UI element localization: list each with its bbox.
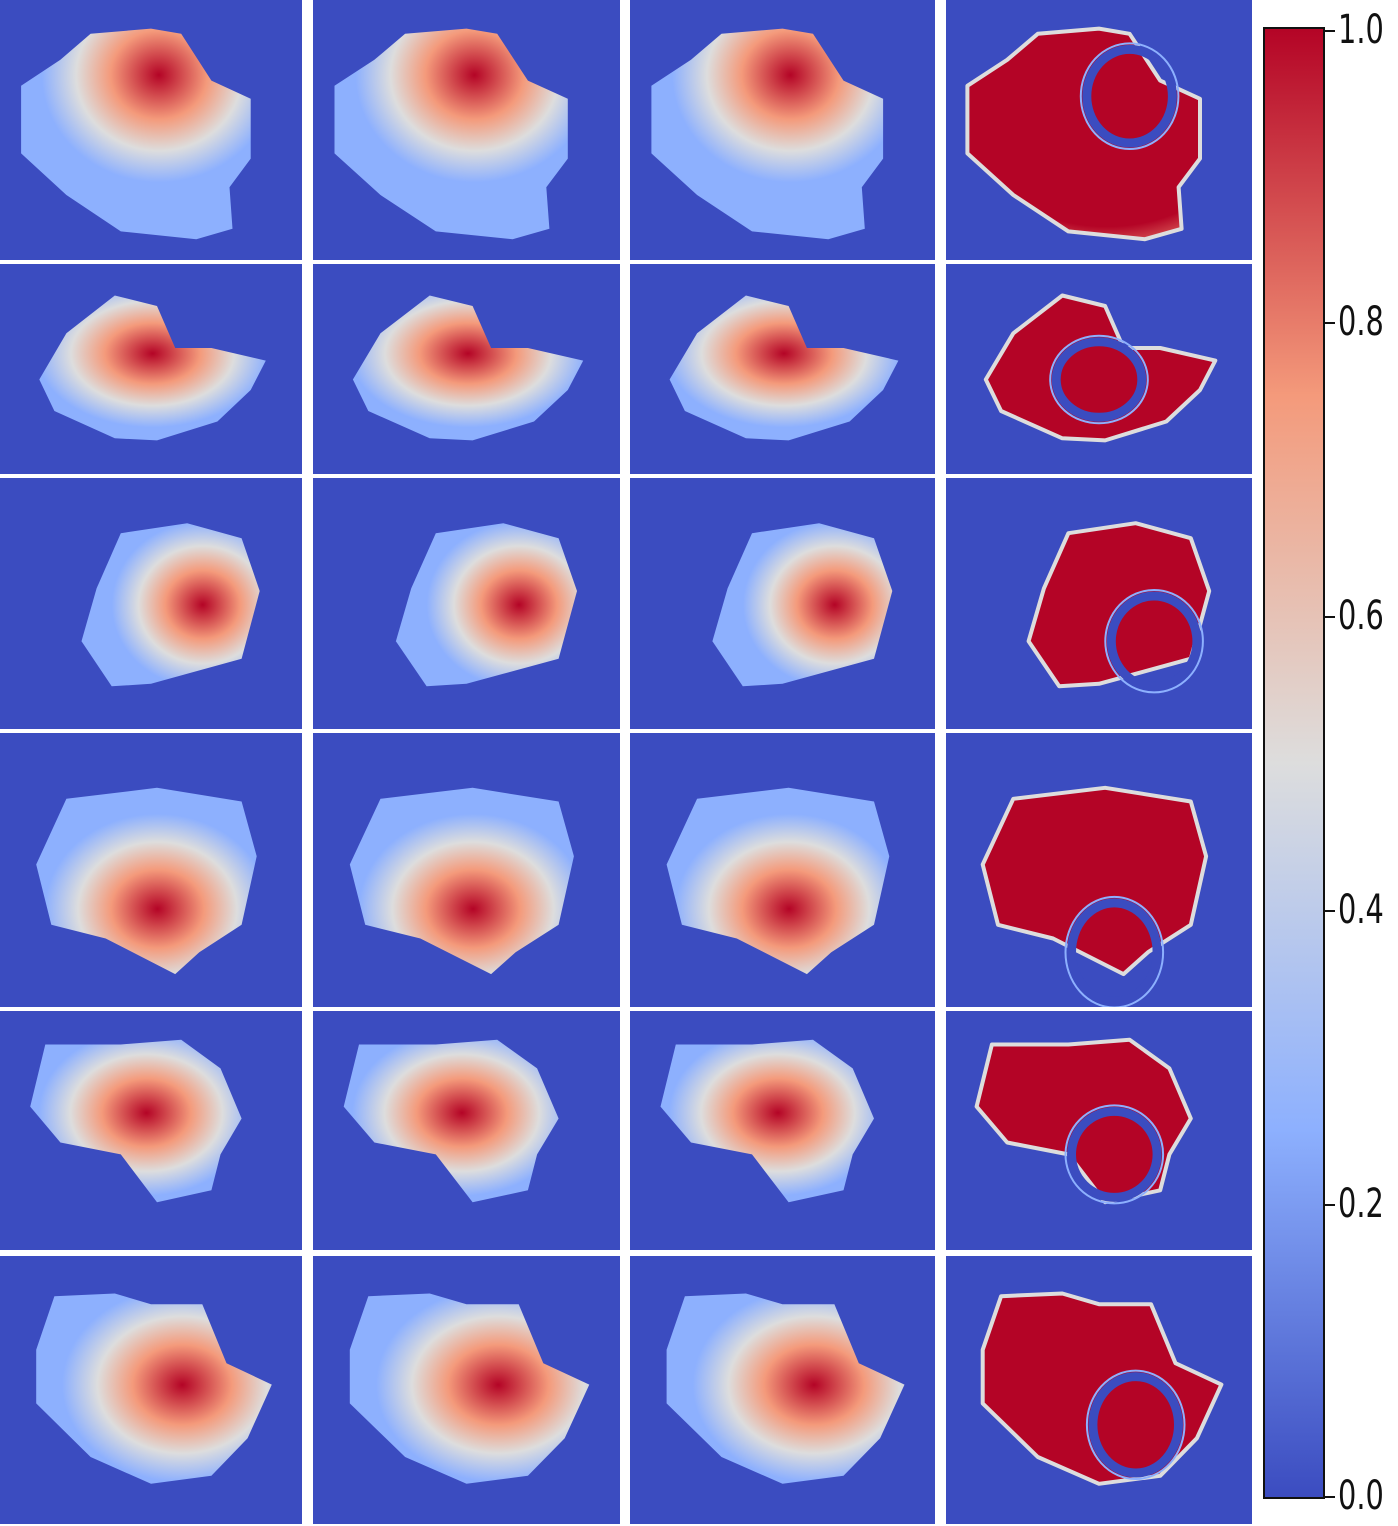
- heatmap-panel-r4-c3: [630, 733, 935, 1007]
- colorbar-tick-0.4: [1325, 910, 1335, 912]
- heatmap-panel-r3-c1: [0, 478, 302, 729]
- heatmap-panel-r4-c4: [946, 733, 1252, 1007]
- heatmap-panel-r6-c3: [630, 1256, 935, 1524]
- heatmap-panel-r2-c1: [0, 264, 302, 474]
- heatmap-panel-r1-c3: [630, 0, 935, 260]
- heatmap-panel-r5-c4: [946, 1011, 1252, 1250]
- colorbar-label-0.8: 0.8: [1338, 299, 1384, 345]
- colorbar: [1263, 27, 1325, 1499]
- heatmap-panel-r2-c3: [630, 264, 935, 474]
- heatmap-panel-r6-c2: [313, 1256, 620, 1524]
- heatmap-panel-r3-c3: [630, 478, 935, 729]
- heatmap-panel-r3-c4: [946, 478, 1252, 729]
- heatmap-panel-r4-c1: [0, 733, 302, 1007]
- colorbar-tick-0.6: [1325, 616, 1335, 618]
- heatmap-panel-r2-c4: [946, 264, 1252, 474]
- heatmap-panel-r6-c4: [946, 1256, 1252, 1524]
- heatmap-panel-r6-c1: [0, 1256, 302, 1524]
- heatmap-panel-r1-c1: [0, 0, 302, 260]
- heatmap-panel-r3-c2: [313, 478, 620, 729]
- heatmap-grid: [0, 0, 1252, 1524]
- colorbar-tick-0.8: [1325, 322, 1335, 324]
- colorbar-label-0.0: 0.0: [1338, 1473, 1384, 1519]
- colorbar-label-0.4: 0.4: [1338, 887, 1384, 933]
- colorbar-label-0.6: 0.6: [1338, 593, 1384, 639]
- heatmap-panel-r1-c4: [946, 0, 1252, 260]
- heatmap-panel-r5-c3: [630, 1011, 935, 1250]
- colorbar-label-0.2: 0.2: [1338, 1181, 1384, 1227]
- colorbar-tick-1.0: [1325, 30, 1335, 32]
- colorbar-label-1.0: 1.0: [1338, 7, 1384, 53]
- colorbar-tick-0.0: [1325, 1496, 1335, 1498]
- heatmap-panel-r5-c1: [0, 1011, 302, 1250]
- heatmap-panel-r2-c2: [313, 264, 620, 474]
- heatmap-panel-r4-c2: [313, 733, 620, 1007]
- heatmap-panel-r5-c2: [313, 1011, 620, 1250]
- heatmap-panel-r1-c2: [313, 0, 620, 260]
- colorbar-tick-0.2: [1325, 1204, 1335, 1206]
